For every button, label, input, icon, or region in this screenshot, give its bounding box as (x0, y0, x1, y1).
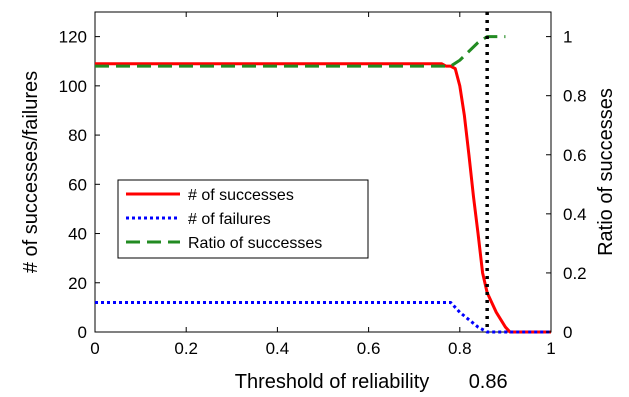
legend-label: # of successes (188, 187, 294, 204)
y-left-tick-label: 80 (68, 126, 87, 145)
plot-area (94, 11, 552, 333)
y-left-tick-label: 120 (59, 28, 87, 47)
x-tick-label: 0.2 (174, 339, 198, 358)
axes-layer: 0 0.2 0.4 0.6 0.8 102040608010012000.20.40.60… (20, 12, 617, 393)
y-right-tick-label: 0.8 (563, 87, 587, 106)
y-left-tick-label: 20 (68, 274, 87, 293)
x-tick-label: 0.6 (357, 339, 381, 358)
x-tick-label: 0.4 (266, 339, 290, 358)
y-left-tick-label: 100 (59, 77, 87, 96)
series-line-of-failures (95, 300, 551, 334)
x-tick-label: 0 (90, 339, 99, 358)
y-right-axis-label: Ratio of successes (595, 88, 617, 256)
vline-layer: 0.86 (469, 12, 508, 393)
legend: # of successes # of failures Ratio of succ… (117, 179, 369, 259)
y-left-tick-label: 0 (78, 323, 87, 342)
y-left-axis-label: # of successes/failures (20, 71, 42, 273)
y-left-tick-label: 40 (68, 225, 87, 244)
y-right-tick-label: 0.4 (563, 205, 587, 224)
y-left-tick-label: 60 (68, 175, 87, 194)
y-right-tick-label: 0.2 (563, 264, 587, 283)
x-axis-label: Threshold of reliability (235, 371, 430, 392)
y-right-tick-label: 1 (563, 28, 572, 47)
y-right-tick-label: 0 (563, 323, 572, 342)
threshold-vline-label: 0.86 (469, 371, 508, 392)
x-tick-label: 0.8 (448, 339, 472, 358)
series-line-of-successes (95, 62, 551, 334)
legend-label: Ratio of successes (188, 235, 322, 252)
plot-frame (94, 11, 552, 333)
legend-label: # of failures (188, 211, 271, 228)
x-tick-label: 1 (546, 339, 555, 358)
y-right-tick-label: 0.6 (563, 146, 587, 165)
